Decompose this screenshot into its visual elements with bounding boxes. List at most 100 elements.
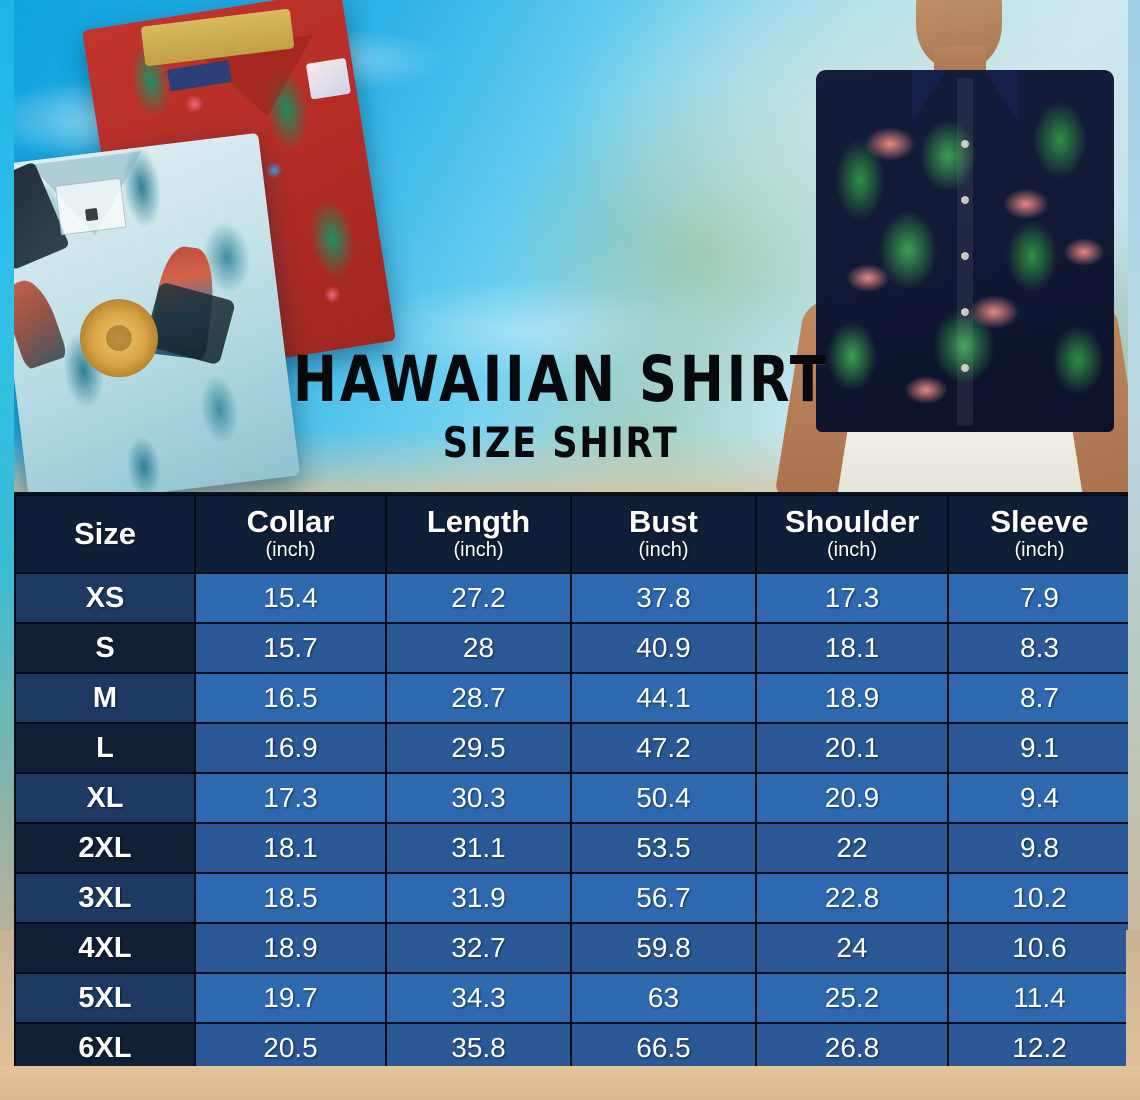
light-blue-folded-shirt bbox=[0, 132, 301, 509]
cell-bust: 53.5 bbox=[570, 822, 757, 874]
cell-sleeve: 7.9 bbox=[947, 572, 1132, 624]
table-row: 6XL 20.5 35.8 66.5 26.8 12.2 bbox=[14, 1022, 1132, 1074]
table-row: S 15.7 28 40.9 18.1 8.3 bbox=[14, 622, 1132, 674]
cell-sleeve: 12.2 bbox=[947, 1022, 1132, 1074]
cell-bust: 63 bbox=[570, 972, 757, 1024]
cell-sleeve: 11.4 bbox=[947, 972, 1132, 1024]
cell-collar: 18.1 bbox=[194, 822, 387, 874]
column-header-shoulder-label: Shoulder bbox=[784, 504, 920, 540]
column-header-collar-unit: (inch) bbox=[265, 539, 316, 562]
hibiscus-flower-icon bbox=[75, 294, 163, 382]
cell-sleeve: 10.6 bbox=[947, 922, 1132, 974]
blue-shirt-pocket bbox=[54, 177, 127, 236]
cell-length: 31.1 bbox=[385, 822, 572, 874]
shirt-collar-right bbox=[984, 70, 1018, 122]
column-header-length-unit: (inch) bbox=[453, 539, 504, 562]
sand-bottom-strip bbox=[0, 1066, 1140, 1100]
cell-shoulder: 18.9 bbox=[755, 672, 949, 724]
cell-bust: 50.4 bbox=[570, 772, 757, 824]
column-header-bust: Bust (inch) bbox=[570, 494, 757, 574]
cell-length: 34.3 bbox=[385, 972, 572, 1024]
cell-size: M bbox=[14, 672, 196, 724]
cell-shoulder: 22 bbox=[755, 822, 949, 874]
column-header-collar-label: Collar bbox=[246, 504, 335, 540]
cell-collar: 17.3 bbox=[194, 772, 387, 824]
model-wearing-hawaiian-shirt-photo bbox=[720, 0, 1140, 504]
cell-shoulder: 26.8 bbox=[755, 1022, 949, 1074]
cell-bust: 47.2 bbox=[570, 722, 757, 774]
cell-shoulder: 24 bbox=[755, 922, 949, 974]
cell-size: 3XL bbox=[14, 872, 196, 924]
cell-size: S bbox=[14, 622, 196, 674]
cell-sleeve: 9.8 bbox=[947, 822, 1132, 874]
column-header-size-label: Size bbox=[73, 515, 137, 551]
table-row: 5XL 19.7 34.3 63 25.2 11.4 bbox=[14, 972, 1132, 1024]
column-header-size: Size bbox=[14, 494, 196, 574]
cell-shoulder: 18.1 bbox=[755, 622, 949, 674]
cell-collar: 20.5 bbox=[194, 1022, 387, 1074]
table-row: M 16.5 28.7 44.1 18.9 8.7 bbox=[14, 672, 1132, 724]
cell-length: 32.7 bbox=[385, 922, 572, 974]
cell-size: 6XL bbox=[14, 1022, 196, 1074]
table-row: 4XL 18.9 32.7 59.8 24 10.6 bbox=[14, 922, 1132, 974]
cell-size: 2XL bbox=[14, 822, 196, 874]
sand-left-strip bbox=[0, 930, 14, 1100]
left-edge-gradient bbox=[0, 0, 14, 960]
cell-shoulder: 25.2 bbox=[755, 972, 949, 1024]
cell-collar: 19.7 bbox=[194, 972, 387, 1024]
size-chart-table: Size Collar (inch) Length (inch) Bust (i… bbox=[14, 494, 1132, 1074]
cell-collar: 15.4 bbox=[194, 572, 387, 624]
shirt-button bbox=[961, 364, 969, 372]
cell-length: 27.2 bbox=[385, 572, 572, 624]
column-header-sleeve: Sleeve (inch) bbox=[947, 494, 1132, 574]
cell-collar: 18.5 bbox=[194, 872, 387, 924]
cell-shoulder: 17.3 bbox=[755, 572, 949, 624]
cell-bust: 59.8 bbox=[570, 922, 757, 974]
cell-sleeve: 10.2 bbox=[947, 872, 1132, 924]
right-edge-gradient bbox=[1128, 0, 1140, 960]
column-header-sleeve-unit: (inch) bbox=[1014, 539, 1065, 562]
column-header-collar: Collar (inch) bbox=[194, 494, 387, 574]
cell-shoulder: 22.8 bbox=[755, 872, 949, 924]
table-row: XL 17.3 30.3 50.4 20.9 9.4 bbox=[14, 772, 1132, 824]
cell-length: 28 bbox=[385, 622, 572, 674]
header-row: Size Collar (inch) Length (inch) Bust (i… bbox=[14, 494, 1132, 574]
shirt-button bbox=[961, 308, 969, 316]
cell-collar: 18.9 bbox=[194, 922, 387, 974]
cell-length: 30.3 bbox=[385, 772, 572, 824]
cell-size: 4XL bbox=[14, 922, 196, 974]
cell-collar: 15.7 bbox=[194, 622, 387, 674]
cell-size: XL bbox=[14, 772, 196, 824]
cell-collar: 16.5 bbox=[194, 672, 387, 724]
cell-bust: 44.1 bbox=[570, 672, 757, 724]
cell-shoulder: 20.1 bbox=[755, 722, 949, 774]
column-header-shoulder-unit: (inch) bbox=[826, 539, 877, 562]
size-chart-header: Size Collar (inch) Length (inch) Bust (i… bbox=[14, 494, 1132, 574]
shirt-button bbox=[961, 140, 969, 148]
column-header-length-label: Length bbox=[426, 504, 531, 540]
cell-collar: 16.9 bbox=[194, 722, 387, 774]
table-row: 3XL 18.5 31.9 56.7 22.8 10.2 bbox=[14, 872, 1132, 924]
cell-bust: 56.7 bbox=[570, 872, 757, 924]
shirt-collar-left bbox=[912, 70, 946, 122]
column-header-bust-unit: (inch) bbox=[638, 539, 689, 562]
cell-sleeve: 9.4 bbox=[947, 772, 1132, 824]
column-header-sleeve-label: Sleeve bbox=[990, 504, 1089, 540]
cell-sleeve: 8.7 bbox=[947, 672, 1132, 724]
cell-shoulder: 20.9 bbox=[755, 772, 949, 824]
sand-right-strip bbox=[1126, 930, 1140, 1100]
folded-hawaiian-shirts-photo bbox=[0, 0, 420, 509]
column-header-shoulder: Shoulder (inch) bbox=[755, 494, 949, 574]
size-chart-container: Size Collar (inch) Length (inch) Bust (i… bbox=[12, 492, 1132, 1076]
cell-length: 31.9 bbox=[385, 872, 572, 924]
column-header-length: Length (inch) bbox=[385, 494, 572, 574]
cell-bust: 40.9 bbox=[570, 622, 757, 674]
shirt-button bbox=[961, 252, 969, 260]
cell-bust: 66.5 bbox=[570, 1022, 757, 1074]
cell-sleeve: 9.1 bbox=[947, 722, 1132, 774]
red-shirt-price-tag bbox=[305, 57, 351, 100]
size-chart-body: XS 15.4 27.2 37.8 17.3 7.9 S 15.7 28 40.9 18.1 8.3 M… bbox=[14, 572, 1132, 1074]
cell-length: 28.7 bbox=[385, 672, 572, 724]
cell-size: XS bbox=[14, 572, 196, 624]
